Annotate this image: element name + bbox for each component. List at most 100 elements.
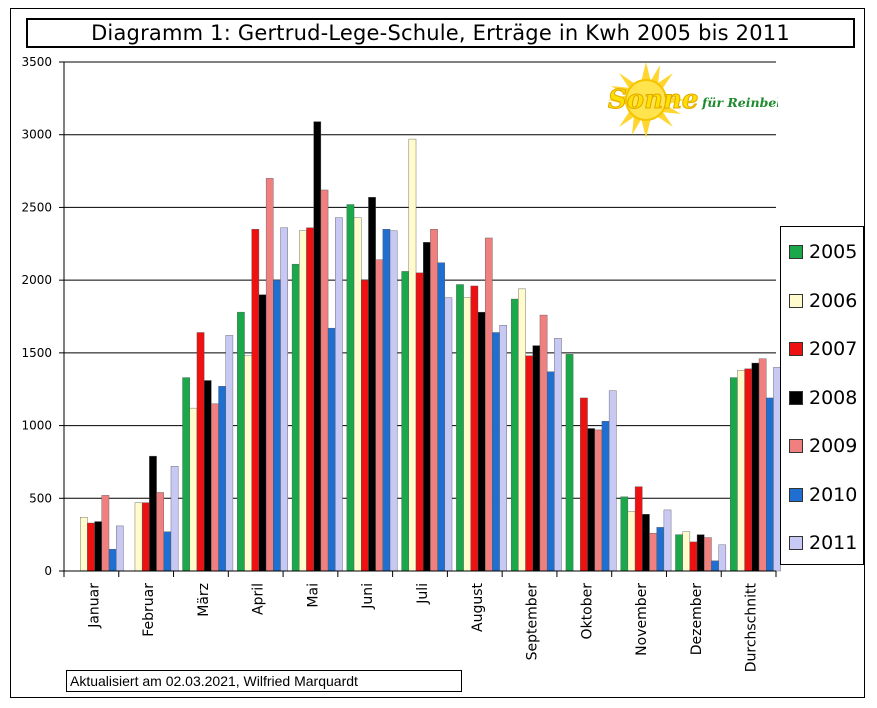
bar-2008-Mai xyxy=(313,121,322,572)
legend-item-2008: 2008 xyxy=(789,385,857,411)
x-tick-label: November xyxy=(634,583,650,656)
bar-2008-September xyxy=(532,345,541,572)
bar-2009-September xyxy=(539,314,548,572)
bar-2007-Juni xyxy=(361,279,369,572)
bar-2008-Juli xyxy=(423,242,431,572)
bar-2009-Juni xyxy=(375,259,384,572)
bar-2005-Mai xyxy=(291,263,300,572)
legend-item-2007: 2007 xyxy=(789,336,857,362)
chart-title: Diagramm 1: Gertrud-Lege-Schule, Erträge… xyxy=(26,18,855,48)
bar-2011-April xyxy=(280,227,288,572)
bar-2005-Oktober xyxy=(565,354,574,572)
bar-2010-August xyxy=(492,332,500,572)
legend-label: 2010 xyxy=(809,483,858,506)
legend-swatch xyxy=(789,536,803,550)
bars xyxy=(79,121,781,572)
bar-2011-Oktober xyxy=(608,390,617,572)
bar-2007-November xyxy=(634,486,643,572)
bar-2010-Februar xyxy=(163,531,172,572)
bar-2007-Februar xyxy=(141,502,150,572)
bar-2008-August xyxy=(477,311,486,572)
bar-2010-November xyxy=(656,527,665,572)
bar-2005-Juli xyxy=(401,271,410,572)
bar-2007-Januar xyxy=(87,522,95,572)
y-tick-label: 0 xyxy=(44,564,52,578)
legend-label: 2006 xyxy=(809,289,858,312)
bar-2008-April xyxy=(258,294,267,572)
bar-2008-Juni xyxy=(368,197,376,572)
bar-2006-August xyxy=(463,297,471,572)
x-tick-label: Dezember xyxy=(689,583,705,655)
bar-2008-November xyxy=(642,514,650,572)
bar-2005-März xyxy=(182,377,190,572)
x-tick-label: März xyxy=(196,583,212,617)
bar-2009-Februar xyxy=(156,492,164,572)
y-tick-label: 500 xyxy=(29,491,52,505)
x-tick-labels: Januar Februar März April Mai Juni Juli August S… xyxy=(86,582,759,672)
bar-2008-Durchschnitt xyxy=(751,362,760,572)
bar-2006-Juli xyxy=(408,138,417,572)
y-tick-label: 3500 xyxy=(21,55,52,69)
x-tick-label: Juni xyxy=(360,583,376,610)
bar-2011-August xyxy=(499,325,507,572)
y-tick-label: 3000 xyxy=(21,128,52,142)
bar-2005-September xyxy=(510,298,519,572)
bar-2006-März xyxy=(189,407,198,572)
bar-2005-August xyxy=(456,284,464,572)
bar-2009-April xyxy=(265,178,274,572)
legend-swatch xyxy=(789,487,803,502)
bar-2005-April xyxy=(237,311,245,572)
sonne-fuer-reinbek-logo: Sonne für Reinbek w.V. xyxy=(598,60,815,150)
bar-2009-Januar xyxy=(101,495,110,572)
bar-2007-Dezember xyxy=(689,541,698,572)
x-tick-label: Mai xyxy=(305,583,321,608)
bar-2010-September xyxy=(546,371,555,572)
svg-text:Sonne: Sonne xyxy=(608,85,698,115)
legend-swatch xyxy=(789,342,803,356)
bar-2010-Durchschnitt xyxy=(766,397,774,572)
bar-2010-Oktober xyxy=(601,421,610,572)
legend-swatch xyxy=(789,439,803,453)
bar-2006-November xyxy=(627,511,636,572)
bar-2011-Juni xyxy=(389,230,398,572)
bar-2007-Juli xyxy=(415,272,424,572)
x-tick-label: September xyxy=(525,583,541,661)
legend-swatch xyxy=(789,245,803,259)
bar-2006-Mai xyxy=(299,230,307,572)
bar-2006-Durchschnitt xyxy=(737,370,745,572)
bar-2011-November xyxy=(663,509,672,572)
y-tick-label: 1500 xyxy=(21,346,52,360)
bar-2010-Juli xyxy=(437,262,446,572)
bar-2011-Juli xyxy=(444,297,453,572)
x-tick-label: Juli xyxy=(415,583,431,605)
bar-2011-Mai xyxy=(335,217,343,572)
bar-2006-September xyxy=(518,288,526,572)
bar-2006-Februar xyxy=(134,502,143,572)
bar-2008-Februar xyxy=(149,455,157,572)
bar-2005-November xyxy=(620,496,629,572)
x-tick-label: August xyxy=(470,582,486,632)
bar-2006-Juni xyxy=(353,217,362,572)
bar-2006-Januar xyxy=(79,516,88,572)
bar-2009-Dezember xyxy=(704,537,712,572)
bar-2010-Mai xyxy=(327,327,336,572)
bar-2007-März xyxy=(196,332,205,572)
bar-2011-September xyxy=(554,338,562,572)
bar-2005-Juni xyxy=(346,204,355,572)
sun-logo-icon: Sonne für Reinbek w.V. xyxy=(608,62,815,138)
legend-label: 2011 xyxy=(809,532,858,554)
bar-2011-März xyxy=(225,335,234,572)
bar-2009-Oktober xyxy=(594,429,603,572)
bar-2009-Durchschnitt xyxy=(758,358,767,572)
bar-2008-Januar xyxy=(94,521,102,572)
bar-2010-Dezember xyxy=(711,560,719,572)
legend-item-2011: 2011 xyxy=(789,530,857,556)
legend-swatch xyxy=(789,390,803,405)
legend-item-2005: 2005 xyxy=(789,239,857,265)
bar-2010-März xyxy=(218,386,226,572)
bar-2007-September xyxy=(525,355,533,572)
legend-item-2010: 2010 xyxy=(789,482,857,508)
legend-label: 2009 xyxy=(809,435,858,457)
bar-2007-Durchschnitt xyxy=(744,368,753,572)
